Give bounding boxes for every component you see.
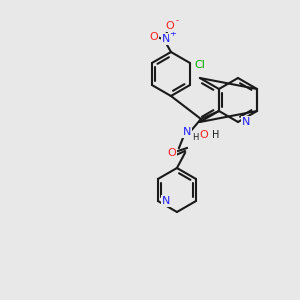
Text: H: H [212,130,220,140]
Text: O: O [200,130,208,140]
Text: +: + [169,29,176,38]
Text: -: - [176,16,178,26]
Text: N: N [162,34,170,44]
Text: H: H [192,134,198,142]
Text: N: N [183,127,191,137]
Text: O: O [166,21,174,31]
Text: O: O [168,148,176,158]
Text: N: N [162,196,170,206]
Text: N: N [242,117,250,127]
Text: Cl: Cl [194,60,205,70]
Text: O: O [150,32,158,42]
